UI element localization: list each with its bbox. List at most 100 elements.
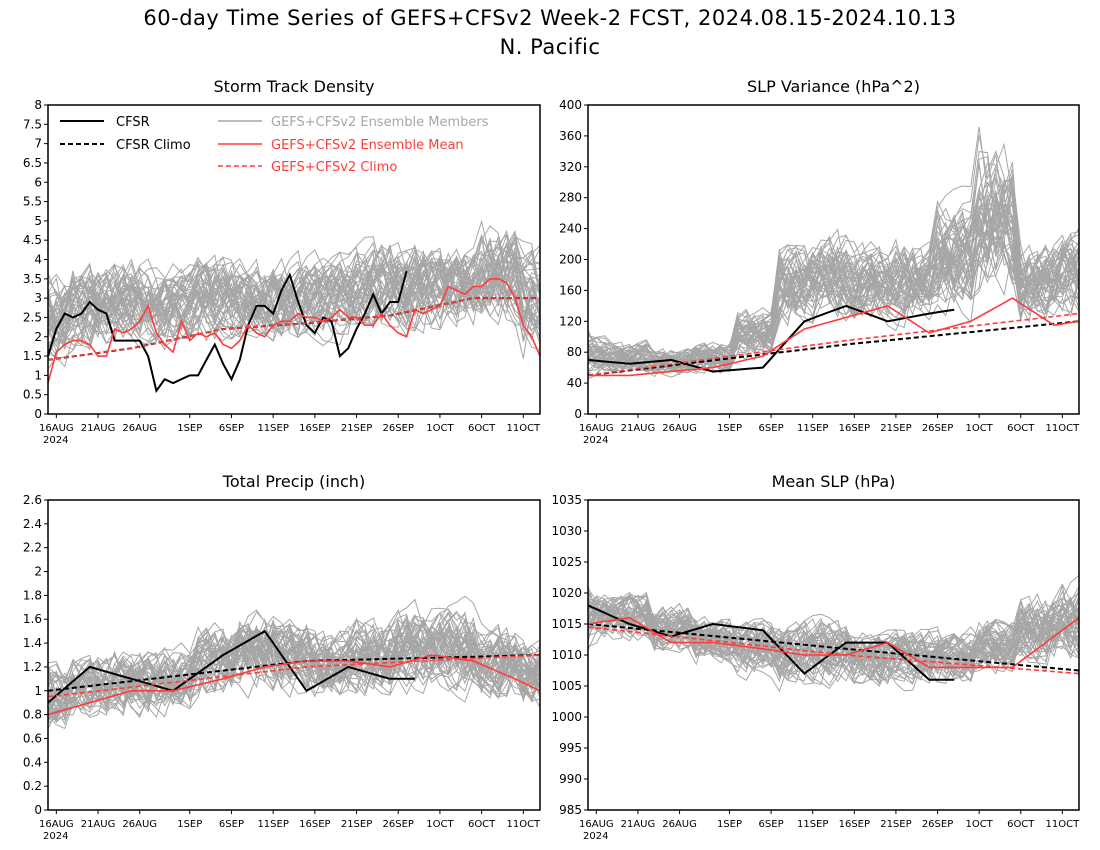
x-tick-label: 6OCT	[1007, 423, 1035, 434]
y-tick-label: 1020	[551, 586, 582, 600]
x-tick-label: 11OCT	[1046, 423, 1081, 434]
ensemble-member-line	[587, 596, 1080, 681]
x-tick-label: 21SEP	[880, 819, 911, 830]
y-tick-label: 280	[559, 191, 582, 205]
x-tick-label: 16AUG	[39, 819, 74, 830]
x-tick-label: 26AUG	[662, 423, 697, 434]
y-tick-label: 1010	[551, 648, 582, 662]
ensemble-member-line	[587, 602, 1080, 679]
x-tick-label: 21SEP	[880, 423, 911, 434]
y-tick-label: 1.4	[23, 636, 42, 650]
ensemble-member-line	[47, 233, 541, 341]
x-tick-label: 26SEP	[922, 423, 953, 434]
ensemble-member-line	[587, 173, 1080, 373]
y-tick-label: 0	[34, 407, 42, 421]
ensemble-member-line	[47, 625, 541, 716]
ensemble-climo-line	[587, 312, 1080, 377]
x-tick-label: 21SEP	[341, 423, 372, 434]
x-tick-label: 6SEP	[759, 819, 784, 830]
x-year-label: 2024	[43, 831, 68, 842]
ensemble-member-line	[47, 248, 541, 347]
x-tick-label: 6SEP	[759, 423, 784, 434]
ensemble-member-line	[587, 231, 1080, 377]
ensemble-member-line	[587, 610, 1080, 683]
ensemble-mean-line	[588, 297, 1080, 377]
x-tick-label: 16AUG	[579, 819, 614, 830]
y-tick-label: 985	[559, 803, 582, 817]
y-tick-label: 0.8	[23, 708, 42, 722]
y-tick-label: 320	[559, 160, 582, 174]
ensemble-members	[587, 126, 1080, 380]
legend-members-label: GEFS+CFSv2 Ensemble Members	[271, 115, 489, 130]
y-tick-label: 0	[574, 407, 582, 421]
y-tick-label: 6.5	[23, 156, 42, 170]
y-tick-label: 200	[559, 253, 582, 267]
x-tick-label: 16SEP	[839, 819, 870, 830]
ensemble-member-line	[587, 600, 1080, 685]
ensemble-member-line	[587, 234, 1080, 373]
ensemble-member-line	[47, 250, 541, 345]
ensemble-member-line	[587, 601, 1080, 685]
chart-title: SLP Variance (hPa^2)	[747, 77, 920, 96]
y-tick-label: 2.5	[23, 310, 42, 324]
ensemble-member-line	[47, 616, 541, 714]
x-tick-label: 11SEP	[257, 819, 288, 830]
x-tick-label: 11OCT	[1046, 819, 1081, 830]
ensemble-member-line	[47, 611, 541, 715]
y-tick-label: 1000	[551, 710, 582, 724]
y-tick-label: 1	[34, 368, 42, 382]
ensemble-member-line	[587, 604, 1080, 683]
ensemble-member-line	[587, 188, 1080, 366]
y-tick-label: 2	[34, 330, 42, 344]
x-tick-label: 11SEP	[797, 819, 828, 830]
chart-panel-1: Storm Track Density 0 0.5 1 1.5 2 2.5 3 3.5 4 4.5 5…	[23, 77, 541, 446]
y-tick-label: 360	[559, 129, 582, 143]
y-tick-label: 0.5	[23, 388, 42, 402]
y-tick-label: 3.5	[23, 272, 42, 286]
figure-region: N. Pacific	[499, 35, 601, 59]
chart-panel-3: Total Precip (inch) 0 0.2 0.4 0.6 0.8 1 1.2 1.4 1…	[23, 472, 541, 842]
y-tick-label: 0.2	[23, 779, 42, 793]
plot-frame	[47, 499, 541, 811]
ensemble-member-line	[47, 621, 541, 718]
x-year-label: 2024	[43, 435, 68, 446]
y-tick-label: 7	[34, 137, 42, 151]
y-tick-label: 120	[559, 314, 582, 328]
x-tick-label: 6OCT	[468, 819, 496, 830]
y-tick-label: 6	[34, 175, 42, 189]
x-tick-label: 26SEP	[922, 819, 953, 830]
y-tick-label: 1	[34, 684, 42, 698]
figure-title: 60-day Time Series of GEFS+CFSv2 Week-2 …	[143, 6, 957, 30]
x-tick-label: 1OCT	[965, 423, 993, 434]
legend-cfsr-climo-label: CFSR Climo	[116, 138, 191, 153]
y-tick-label: 0.6	[23, 731, 42, 745]
x-tick-label: 1SEP	[177, 819, 202, 830]
x-tick-label: 21SEP	[341, 819, 372, 830]
ensemble-climo-line	[47, 654, 541, 698]
legend-mean-label: GEFS+CFSv2 Ensemble Mean	[271, 138, 464, 153]
x-tick-label: 6OCT	[1007, 819, 1035, 830]
y-tick-label: 1035	[551, 493, 582, 507]
y-tick-label: 160	[559, 283, 582, 297]
x-tick-label: 16AUG	[579, 423, 614, 434]
legend-climo-label: GEFS+CFSv2 Climo	[271, 160, 397, 175]
x-tick-label: 11SEP	[797, 423, 828, 434]
y-tick-label: 1.8	[23, 588, 42, 602]
legend-cfsr-label: CFSR	[116, 115, 150, 130]
ensemble-member-line	[47, 622, 541, 730]
ensemble-member-line	[587, 214, 1080, 368]
x-year-label: 2024	[583, 831, 608, 842]
y-tick-label: 995	[559, 741, 582, 755]
y-tick-label: 2.6	[23, 493, 42, 507]
cfsr-line	[587, 304, 955, 373]
y-tick-label: 0.4	[23, 755, 42, 769]
x-tick-label: 21AUG	[81, 819, 116, 830]
ensemble-member-line	[47, 243, 541, 333]
x-tick-label: 21AUG	[621, 423, 656, 434]
x-tick-label: 11OCT	[506, 819, 541, 830]
y-tick-label: 2	[34, 565, 42, 579]
x-tick-label: 26AUG	[122, 819, 157, 830]
ensemble-member-line	[587, 162, 1080, 373]
x-tick-label: 1SEP	[717, 423, 742, 434]
